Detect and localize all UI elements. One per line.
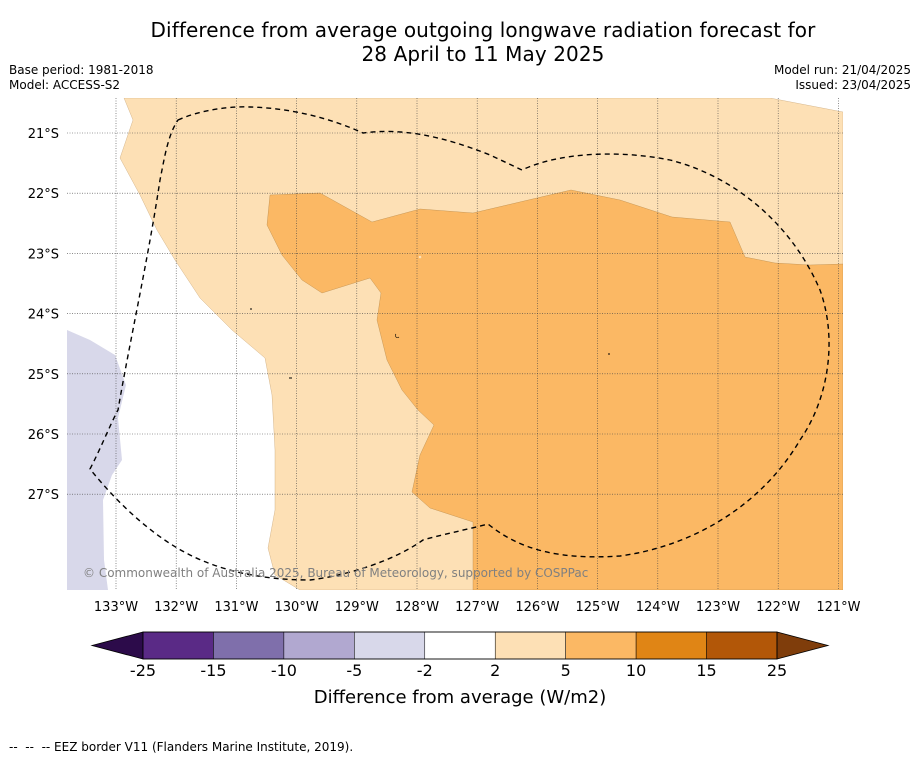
colorbar-tick-label: -5 [346, 661, 362, 680]
credit-text: © Commonwealth of Australia 2025, Bureau… [83, 566, 588, 580]
lon-tick-label: 124°W [636, 600, 680, 615]
colorbar-segment [283, 631, 355, 660]
lon-tick-label: 121°W [816, 600, 860, 615]
gridlines [67, 98, 843, 590]
colorbar-tick-label: -10 [271, 661, 297, 680]
title-line-1: Difference from average outgoing longwav… [150, 18, 816, 42]
lon-tick-label: 133°W [94, 600, 138, 615]
model-label: Model: ACCESS-S2 [9, 78, 121, 92]
lat-tick-label: 21°S [28, 127, 59, 142]
colorbar-segment [424, 631, 496, 660]
lat-tick-label: 26°S [28, 428, 59, 443]
lon-tick-label: 128°W [395, 600, 439, 615]
lat-tick-label: 27°S [28, 488, 59, 503]
colorbar-segment [494, 631, 566, 660]
colorbar-tick-label: 10 [626, 661, 646, 680]
colorbar: -25 -15 -10 -5 -2 2 5 10 15 25 Difference from av… [90, 631, 830, 708]
colorbar-under-triangle [90, 631, 144, 660]
model-run-label: Model run: 21/04/2025 [773, 63, 911, 77]
colorbar-segment [142, 631, 214, 660]
lon-tick-label: 122°W [756, 600, 800, 615]
lon-tick-label: 131°W [214, 600, 258, 615]
colorbar-segment [565, 631, 637, 660]
colorbar-segments [142, 631, 778, 660]
title-line-2: 28 April to 11 May 2025 [361, 42, 605, 66]
lon-tick-label: 127°W [455, 600, 499, 615]
meta-right: Model run: 21/04/2025 Issued: 23/04/2025 [774, 63, 911, 93]
map-figure: © Commonwealth of Australia 2025, Bureau… [28, 98, 861, 708]
eez-footnote: -- -- -- EEZ border V11 (Flanders Marine… [9, 740, 354, 754]
lat-tick-label: 23°S [28, 247, 59, 262]
region-5-10 [266, 189, 843, 590]
colorbar-tick-label: 15 [696, 661, 716, 680]
colorbar-outline [142, 631, 778, 660]
latitude-labels: 21°S 22°S 23°S 24°S 25°S 26°S 27°S [28, 127, 59, 503]
colorbar-segment [635, 631, 707, 660]
colorbar-tick-label: -2 [417, 661, 433, 680]
eez-border [89, 106, 830, 581]
colorbar-tick-label: -25 [130, 661, 156, 680]
region-minus5-minus2 [67, 330, 126, 590]
island-outline [395, 333, 400, 338]
lon-tick-label: 130°W [275, 600, 319, 615]
colorbar-over-triangle [776, 631, 830, 660]
colorbar-segment [706, 631, 778, 660]
colorbar-title: Difference from average (W/m2) [314, 687, 606, 708]
lon-tick-label: 132°W [154, 600, 198, 615]
colorbar-tick-label: 25 [767, 661, 787, 680]
lon-tick-label: 125°W [576, 600, 620, 615]
map-plot-area: © Commonwealth of Australia 2025, Bureau… [67, 98, 843, 590]
lat-tick-label: 24°S [28, 308, 59, 323]
lon-tick-label: 123°W [696, 600, 740, 615]
colorbar-segment [213, 631, 285, 660]
colorbar-tick-label: 2 [490, 661, 500, 680]
chart-title: Difference from average outgoing longwav… [0, 18, 919, 66]
colorbar-tick-labels: -25 -15 -10 -5 -2 2 5 10 15 25 [130, 661, 787, 680]
meta-left: Base period: 1981-2018 Model: ACCESS-S2 [9, 63, 154, 93]
colorbar-tick-label: -15 [200, 661, 226, 680]
lon-tick-label: 129°W [335, 600, 379, 615]
colorbar-segment [354, 631, 426, 660]
lat-tick-label: 22°S [28, 187, 59, 202]
lon-tick-label: 126°W [515, 600, 559, 615]
artefact-dot [418, 255, 422, 259]
issued-label: Issued: 23/04/2025 [795, 78, 911, 92]
lat-tick-label: 25°S [28, 368, 59, 383]
base-period-label: Base period: 1981-2018 [9, 63, 154, 77]
longitude-labels: 133°W 132°W 131°W 130°W 129°W 128°W 127°W 126°W… [94, 600, 861, 615]
colorbar-tick-label: 5 [561, 661, 571, 680]
